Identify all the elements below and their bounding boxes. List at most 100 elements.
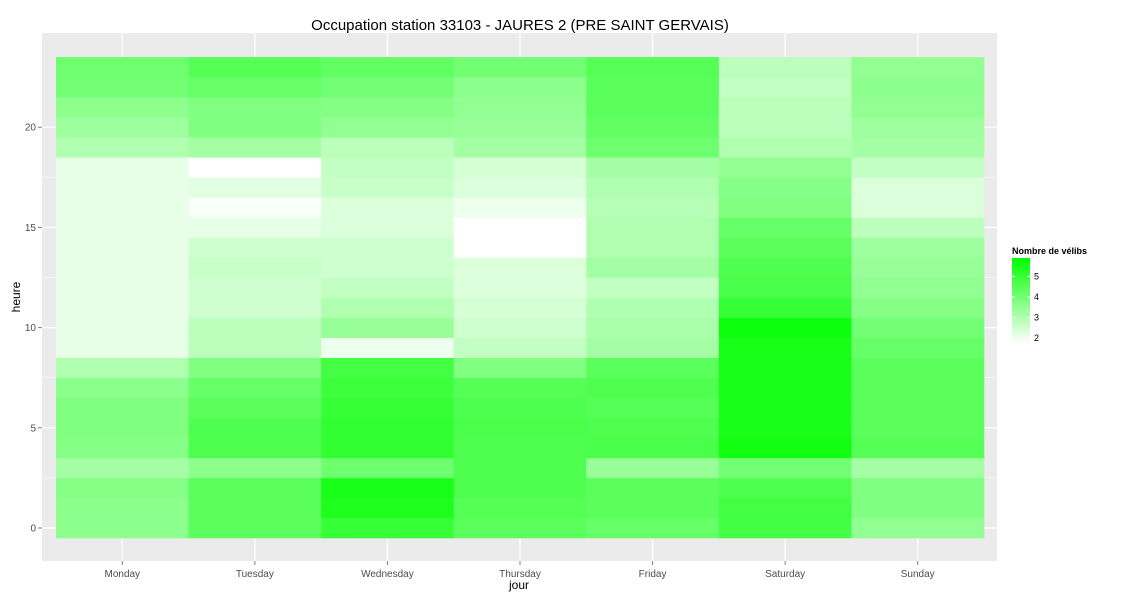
heatmap-cell	[453, 377, 587, 399]
heatmap-cell	[851, 377, 985, 399]
heatmap-cell	[321, 317, 455, 338]
heatmap-cell	[56, 177, 189, 198]
heatmap-cell	[188, 117, 322, 138]
heatmap-cell	[56, 317, 189, 338]
legend-tick-label: 5	[1034, 271, 1039, 281]
y-tick-label: 0	[30, 524, 36, 535]
chart-title: Occupation station 33103 - JAURES 2 (PRE…	[311, 17, 729, 34]
heatmap-cell	[188, 397, 322, 419]
heatmap-cell	[718, 397, 852, 419]
heatmap-cell	[188, 157, 322, 178]
heatmap-cell	[56, 337, 189, 358]
heatmap-cell	[718, 437, 852, 459]
heatmap-cell	[851, 77, 985, 98]
heatmap-cell	[718, 237, 852, 258]
legend-tick-label: 3	[1034, 312, 1039, 322]
heatmap-cell	[718, 377, 852, 399]
heatmap-cell	[586, 417, 720, 439]
heatmap-cell	[188, 97, 322, 118]
heatmap-cell	[56, 137, 189, 158]
heatmap-cell	[188, 517, 322, 539]
heatmap-cell	[188, 197, 322, 218]
heatmap-cell	[851, 357, 985, 378]
heatmap-cell	[56, 517, 189, 539]
heatmap-cell	[321, 57, 455, 78]
heatmap-cell	[321, 457, 455, 479]
heatmap-cell	[586, 97, 720, 118]
heatmap-cell	[453, 437, 587, 459]
y-axis-ticks: 0 5 10 15 20	[25, 123, 42, 535]
heatmap-cell	[851, 217, 985, 238]
heatmap-cell	[188, 497, 322, 519]
heatmap-cell	[851, 297, 985, 318]
heatmap-cell	[453, 357, 587, 378]
heatmap-cell	[321, 517, 455, 539]
x-tick-label: Wednesday	[361, 569, 414, 580]
heatmap-cell	[321, 377, 455, 399]
heatmap-cell	[188, 57, 322, 78]
heatmap-cell	[321, 257, 455, 278]
heatmap-cell	[851, 397, 985, 419]
heatmap-cell	[718, 257, 852, 278]
heatmap-cell	[188, 377, 322, 399]
x-tick-label: Monday	[104, 569, 140, 580]
heatmap-cell	[56, 497, 189, 519]
heatmap-cell	[718, 117, 852, 138]
heatmap-cell	[586, 57, 720, 78]
y-axis-title: heure	[9, 281, 23, 312]
heatmap-cell	[586, 317, 720, 338]
heatmap-cell	[453, 317, 587, 338]
heatmap-cell	[56, 437, 189, 459]
heatmap-cell	[453, 217, 587, 238]
heatmap-cell	[188, 77, 322, 98]
heatmap-cell	[56, 197, 189, 218]
heatmap-cell	[56, 277, 189, 298]
heatmap-cell	[586, 157, 720, 178]
heatmap-cell	[718, 417, 852, 439]
x-tick-label: Saturday	[765, 569, 805, 580]
heatmap-cell	[718, 77, 852, 98]
heatmap-cell	[586, 117, 720, 138]
heatmap-cell	[453, 257, 587, 278]
heatmap-cell	[453, 417, 587, 439]
heatmap-cell	[718, 297, 852, 318]
heatmap-cell	[56, 97, 189, 118]
legend-color-bar	[1012, 258, 1030, 344]
heatmap-cell	[188, 237, 322, 258]
heatmap-cell	[188, 297, 322, 318]
heatmap-cell	[851, 317, 985, 338]
heatmap-cell	[321, 197, 455, 218]
heatmap-cell	[188, 137, 322, 158]
y-tick-label: 15	[25, 223, 37, 234]
heatmap-cell	[718, 97, 852, 118]
heatmap-cell	[453, 277, 587, 298]
heatmap-cell	[321, 357, 455, 378]
heatmap-cell	[453, 517, 587, 539]
heatmap-cell	[453, 137, 587, 158]
heatmap-cell	[586, 497, 720, 519]
heatmap-cell	[851, 457, 985, 479]
heatmap-cell	[851, 257, 985, 278]
heatmap-cell	[321, 117, 455, 138]
heatmap-cell	[453, 77, 587, 98]
heatmap-cell	[321, 177, 455, 198]
heatmap-cell	[56, 457, 189, 479]
y-tick-label: 5	[30, 423, 36, 434]
heatmap-cell	[851, 277, 985, 298]
heatmap-cell	[718, 337, 852, 358]
heatmap-cell	[56, 417, 189, 439]
x-axis-ticks: Monday Tuesday Wednesday Thursday Friday Satu…	[104, 561, 935, 580]
y-tick-label: 10	[25, 323, 37, 334]
y-tick-label: 20	[25, 123, 37, 134]
heatmap-cell	[453, 157, 587, 178]
heatmap-cell	[586, 137, 720, 158]
heatmap-cell	[586, 77, 720, 98]
heatmap-cell	[453, 397, 587, 419]
heatmap-cell	[586, 377, 720, 399]
heatmap-cell	[56, 297, 189, 318]
heatmap-cell	[851, 437, 985, 459]
heatmap-cell	[586, 517, 720, 539]
heatmap-cell	[188, 337, 322, 358]
heatmap-cell	[321, 97, 455, 118]
heatmap-cell	[56, 257, 189, 278]
